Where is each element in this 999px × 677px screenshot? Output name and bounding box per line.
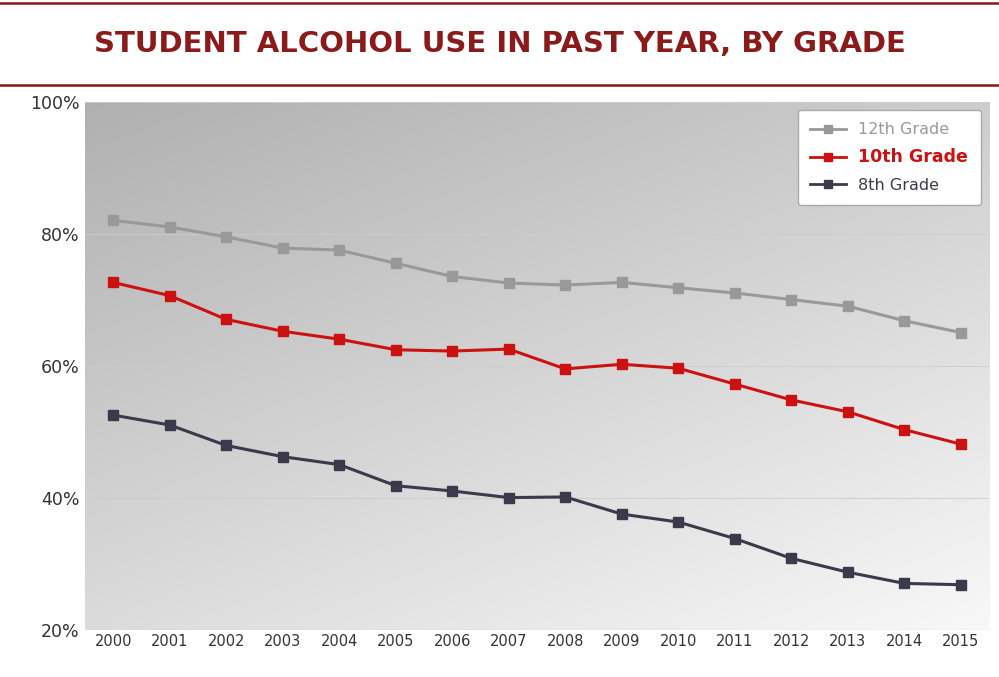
Legend: 12th Grade, 10th Grade, 8th Grade: 12th Grade, 10th Grade, 8th Grade [797, 110, 981, 205]
Text: STUDENT ALCOHOL USE IN PAST YEAR, BY GRADE: STUDENT ALCOHOL USE IN PAST YEAR, BY GRA… [94, 30, 905, 58]
